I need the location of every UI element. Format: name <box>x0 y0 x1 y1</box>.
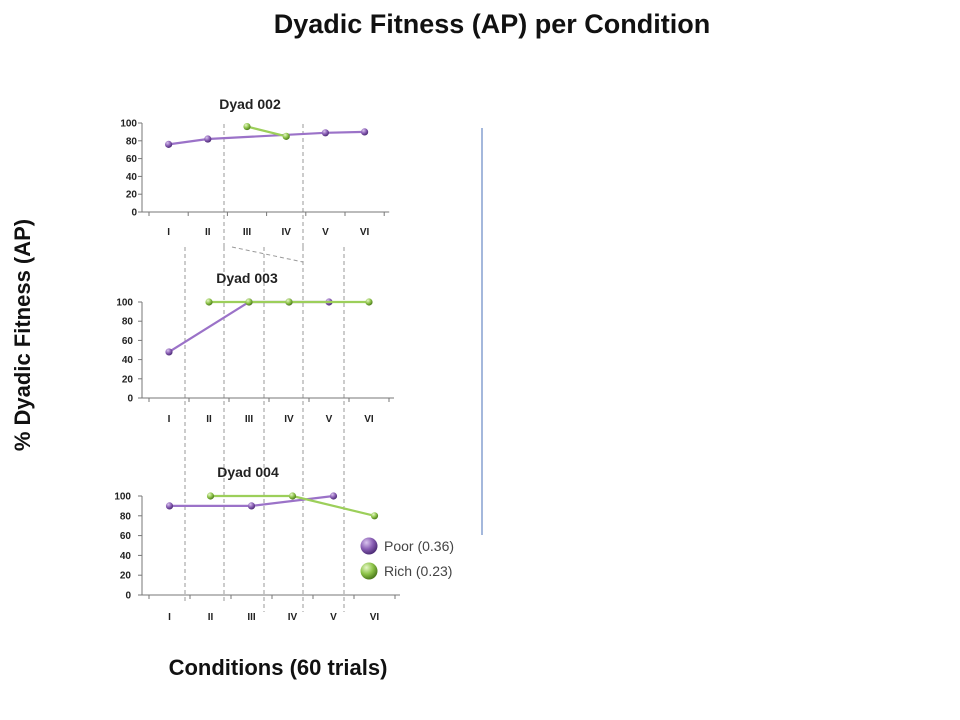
data-point-poor <box>165 348 173 356</box>
y-tick-label: 40 <box>120 551 132 562</box>
data-point-rich <box>370 512 379 520</box>
data-point-rich <box>365 298 373 306</box>
x-axis-label: Conditions (60 trials) <box>169 655 388 680</box>
y-tick-label: 40 <box>122 355 134 366</box>
data-point-poor <box>329 492 338 500</box>
data-point-poor <box>165 502 174 510</box>
series-line-rich <box>246 125 287 138</box>
x-tick-label: I <box>168 414 171 425</box>
x-tick-label: IV <box>284 414 294 425</box>
data-point-rich <box>285 298 293 306</box>
data-point-rich <box>282 132 290 140</box>
x-tick-label: III <box>247 612 256 623</box>
series-line-poor <box>168 300 329 353</box>
y-tick-label: 40 <box>126 172 138 183</box>
panel-title: Dyad 004 <box>217 464 279 480</box>
data-point-rich <box>205 298 213 306</box>
x-tick-label: IV <box>281 227 291 238</box>
legend-poor-label: Poor (0.36) <box>384 538 454 554</box>
data-point-poor <box>361 128 369 136</box>
legend: Poor (0.36) Rich (0.23) <box>360 537 454 580</box>
y-tick-label: 20 <box>122 374 134 385</box>
x-tick-label: I <box>168 612 171 623</box>
y-tick-label: 60 <box>120 531 132 542</box>
x-tick-label: IV <box>288 612 298 623</box>
y-tick-label: 0 <box>131 208 137 219</box>
data-point-rich <box>243 122 251 131</box>
legend-poor-marker <box>360 537 378 555</box>
y-tick-label: 100 <box>116 298 133 309</box>
data-point-poor <box>204 135 212 143</box>
y-tick-label: 60 <box>126 154 138 165</box>
y-tick-label: 20 <box>120 571 132 582</box>
x-tick-label: VI <box>364 414 374 425</box>
x-tick-label: VI <box>370 612 380 623</box>
y-tick-label: 0 <box>127 394 133 405</box>
data-point-rich <box>245 298 253 306</box>
y-axis-label: % Dyadic Fitness (AP) <box>10 219 35 451</box>
data-point-poor <box>165 140 173 148</box>
x-tick-label: I <box>167 227 170 238</box>
y-tick-label: 0 <box>125 591 131 602</box>
x-tick-label: II <box>206 414 212 425</box>
y-tick-label: 100 <box>120 119 137 130</box>
x-tick-label: V <box>322 227 329 238</box>
x-tick-label: II <box>208 612 214 623</box>
y-tick-label: 80 <box>120 511 132 522</box>
y-tick-label: 80 <box>126 136 138 147</box>
x-tick-label: III <box>243 227 252 238</box>
y-tick-label: 80 <box>122 317 134 328</box>
guide-line-3 <box>231 246 304 263</box>
legend-rich-label: Rich (0.23) <box>384 563 452 579</box>
x-tick-label: V <box>330 612 337 623</box>
data-point-rich <box>206 492 215 500</box>
x-tick-label: V <box>326 414 333 425</box>
x-tick-label: III <box>245 414 254 425</box>
data-point-poor <box>321 129 329 137</box>
panel-title: Dyad 002 <box>219 96 281 112</box>
data-point-poor <box>247 502 256 510</box>
y-tick-label: 100 <box>114 492 131 503</box>
condition-guide-lines <box>184 124 345 612</box>
panel-title: Dyad 003 <box>216 270 278 286</box>
chart-title: Dyadic Fitness (AP) per Condition <box>274 9 711 39</box>
series-line-poor <box>168 137 208 146</box>
legend-rich-marker <box>360 562 378 580</box>
y-tick-label: 20 <box>126 190 138 201</box>
data-point-rich <box>288 492 297 500</box>
y-tick-label: 60 <box>122 336 134 347</box>
x-tick-label: VI <box>360 227 370 238</box>
x-tick-label: II <box>205 227 211 238</box>
